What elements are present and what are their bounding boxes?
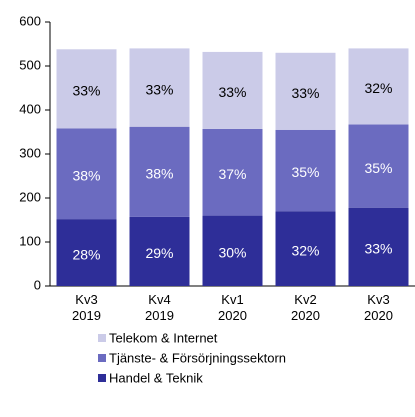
y-tick-label: 100 xyxy=(19,233,41,248)
value-label: 35% xyxy=(364,160,392,176)
bar-segment xyxy=(348,124,409,208)
bar-segment xyxy=(348,207,409,286)
y-tick-label: 400 xyxy=(19,101,41,116)
value-label: 33% xyxy=(145,81,173,97)
bar-segment xyxy=(56,49,117,129)
value-label: 29% xyxy=(145,245,173,261)
legend-label: Telekom & Internet xyxy=(109,330,218,345)
bar-segment xyxy=(129,216,190,286)
bar-segment xyxy=(202,128,263,216)
y-tick-label: 500 xyxy=(19,57,41,72)
y-tick-label: 0 xyxy=(34,277,41,292)
value-label: 37% xyxy=(218,166,246,182)
bar-segment xyxy=(129,48,190,127)
value-label: 32% xyxy=(291,242,319,258)
bar-segment xyxy=(56,219,117,286)
legend-swatch xyxy=(98,334,106,342)
bar-segment xyxy=(275,211,336,286)
bar-segment xyxy=(348,48,409,125)
value-label: 30% xyxy=(218,245,246,261)
y-tick-label: 300 xyxy=(19,145,41,160)
value-label: 35% xyxy=(291,164,319,180)
bar-segment xyxy=(202,51,263,129)
value-label: 33% xyxy=(364,241,392,257)
legend-label: Tjänste- & Försörjningssektorn xyxy=(109,350,286,365)
value-label: 33% xyxy=(72,83,100,99)
value-label: 32% xyxy=(364,80,392,96)
value-label: 38% xyxy=(145,166,173,182)
bar-segment xyxy=(202,215,263,286)
bar-segment xyxy=(275,129,336,212)
value-label: 28% xyxy=(72,246,100,262)
value-label: 38% xyxy=(72,168,100,184)
y-tick-label: 200 xyxy=(19,189,41,204)
bar-segment xyxy=(275,52,336,130)
x-tick-label: Kv3 2019 xyxy=(72,292,101,323)
legend-swatch xyxy=(98,354,106,362)
x-tick-label: Kv4 2019 xyxy=(145,292,174,323)
x-tick-label: Kv3 2020 xyxy=(364,292,393,323)
x-tick-label: Kv1 2020 xyxy=(218,292,247,323)
bar-segment xyxy=(129,126,190,217)
y-tick-label: 600 xyxy=(19,13,41,28)
x-tick-label: Kv2 2020 xyxy=(291,292,320,323)
value-label: 33% xyxy=(291,85,319,101)
value-label: 33% xyxy=(218,84,246,100)
bar-segment xyxy=(56,128,117,220)
legend-swatch xyxy=(98,374,106,382)
legend-label: Handel & Teknik xyxy=(109,370,203,385)
